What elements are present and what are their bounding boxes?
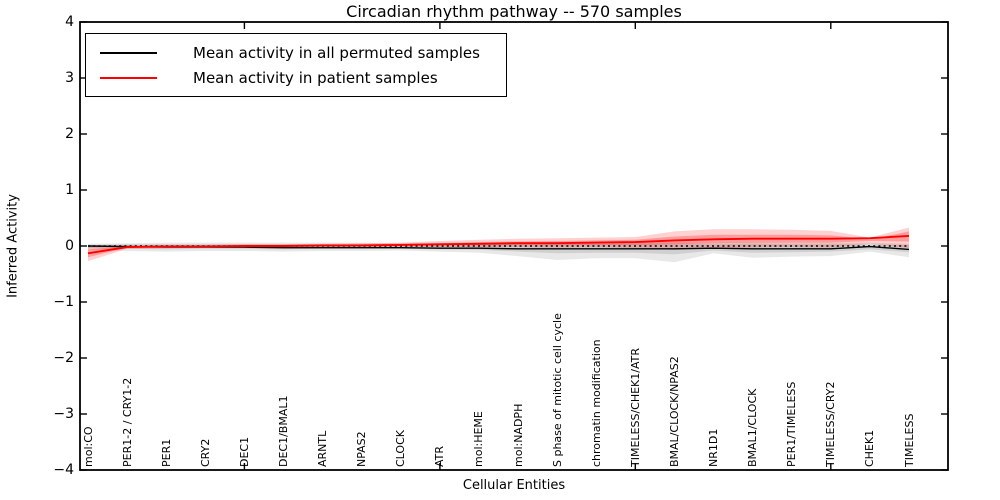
x-tick-label: TIMELESS/CHEK1/ATR bbox=[628, 347, 642, 467]
y-tick-label: 1 bbox=[65, 182, 74, 198]
x-tick-label: DEC1/BMAL1 bbox=[276, 395, 290, 468]
y-tick-label: 4 bbox=[65, 14, 74, 30]
y-axis-label: Inferred Activity bbox=[5, 194, 21, 298]
legend-label-patient: Mean activity in patient samples bbox=[193, 68, 438, 87]
x-axis-label: Cellular Entities bbox=[462, 478, 566, 493]
x-tick-label: chromatin modification bbox=[589, 339, 603, 467]
x-tick-label: mol:HEME bbox=[472, 411, 486, 467]
x-tick-label: BMAL1/CLOCK bbox=[746, 388, 760, 467]
x-tick-label: NR1D1 bbox=[707, 428, 721, 467]
x-tick-label: CRY2 bbox=[198, 438, 212, 467]
x-tick-label: TIMELESS/CRY2 bbox=[824, 381, 838, 468]
x-tick-label: CLOCK bbox=[394, 430, 408, 467]
y-tick-label: 2 bbox=[65, 126, 74, 142]
y-tick-label: 0 bbox=[65, 238, 74, 254]
legend-entry-patient: Mean activity in patient samples bbox=[100, 65, 506, 90]
x-tick-label: mol:NADPH bbox=[511, 403, 525, 467]
x-tick-label: NPAS2 bbox=[355, 431, 369, 467]
chart-title: Circadian rhythm pathway -- 570 samples bbox=[346, 2, 682, 21]
x-tick-label: ATR bbox=[433, 445, 447, 467]
x-tick-label: ARNTL bbox=[316, 430, 330, 467]
x-tick-label: PER1/TIMELESS bbox=[785, 381, 799, 467]
y-tick-label: −4 bbox=[53, 462, 74, 478]
x-tick-label: PER1-2 / CRY1-2 bbox=[120, 377, 134, 467]
legend-line-sample-red bbox=[100, 76, 157, 79]
x-tick-label: DEC1 bbox=[237, 436, 251, 467]
legend-line-sample-black bbox=[100, 51, 157, 54]
x-tick-label: S phase of mitotic cell cycle bbox=[550, 313, 564, 467]
y-tick-label: −2 bbox=[53, 350, 74, 366]
y-tick-label: −1 bbox=[53, 294, 74, 310]
y-tick-label: 3 bbox=[65, 70, 74, 86]
y-tick-label: −3 bbox=[53, 406, 74, 422]
x-tick-label: CHEK1 bbox=[863, 429, 877, 467]
legend-entry-permuted: Mean activity in all permuted samples bbox=[100, 40, 506, 65]
x-tick-label: mol:CO bbox=[81, 426, 95, 467]
x-tick-label: BMAL/CLOCK/NPAS2 bbox=[667, 356, 681, 467]
legend: Mean activity in all permuted samples Me… bbox=[85, 33, 507, 97]
legend-label-permuted: Mean activity in all permuted samples bbox=[193, 43, 480, 62]
x-tick-label: TIMELESS bbox=[902, 413, 916, 467]
x-tick-label: PER1 bbox=[159, 438, 173, 467]
